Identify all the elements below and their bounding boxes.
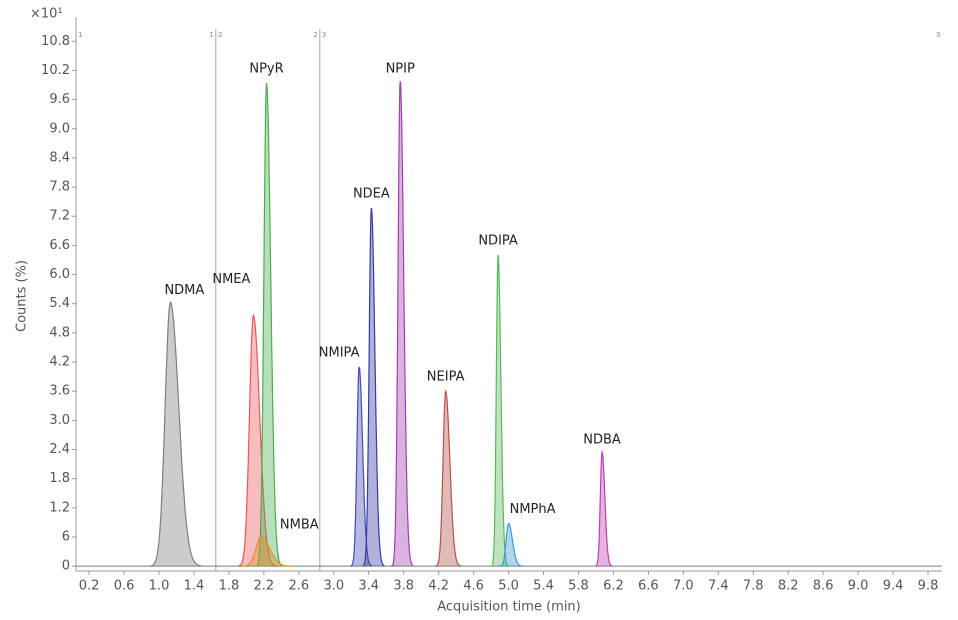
x-tick-label: 8.6 xyxy=(813,579,834,594)
x-tick-label: 1.0 xyxy=(149,579,170,594)
multiplier: ×10¹ xyxy=(30,7,63,22)
peak-label: NMIPA xyxy=(319,345,360,360)
x-tick-label: 8.2 xyxy=(778,579,799,594)
y-tick-label: 3.0 xyxy=(49,413,70,428)
x-tick-label: 2.2 xyxy=(254,579,275,594)
x-tick-label: 7.4 xyxy=(708,579,729,594)
y-tick-label: 1.2 xyxy=(49,500,70,515)
y-tick-label: 2.4 xyxy=(49,442,70,457)
peak-label: NMBA xyxy=(280,517,319,532)
peak xyxy=(237,313,278,567)
y-tick-label: 4.8 xyxy=(49,325,70,340)
peak xyxy=(490,254,509,567)
segment-label: 2 xyxy=(218,31,222,39)
peak xyxy=(391,81,414,567)
peak-label: NDIPA xyxy=(478,234,518,249)
x-tick-label: 5.4 xyxy=(533,579,554,594)
x-tick-label: 9.4 xyxy=(883,579,904,594)
x-tick-label: 0.6 xyxy=(114,579,135,594)
x-tick-label: 7.0 xyxy=(673,579,694,594)
peak-label: NMEA xyxy=(212,272,250,287)
y-tick-label: 7.2 xyxy=(49,209,70,224)
x-tick-label: 0.2 xyxy=(79,579,100,594)
x-tick-label: 4.6 xyxy=(463,579,484,594)
x-axis-label: Acquisition time (min) xyxy=(437,600,581,615)
y-tick-label: 6 xyxy=(62,529,70,544)
segment-label: 2 xyxy=(313,31,317,39)
x-tick-label: 9.0 xyxy=(848,579,869,594)
x-tick-label: 3.0 xyxy=(323,579,344,594)
peak-label: NMPhA xyxy=(510,502,556,517)
x-tick-label: 5.8 xyxy=(568,579,589,594)
peak-area xyxy=(240,537,293,567)
y-tick-label: 4.2 xyxy=(49,355,70,370)
y-tick-label: 9.0 xyxy=(49,121,70,136)
peak xyxy=(149,300,202,567)
peak-label: NDBA xyxy=(583,432,621,447)
segment-label: 1 xyxy=(209,31,213,39)
y-tick-label: 10.2 xyxy=(41,63,70,78)
y-tick-label: 6.0 xyxy=(49,267,70,282)
segment-label: 3 xyxy=(322,31,326,39)
peak xyxy=(362,207,385,567)
peak-label: NPIP xyxy=(386,62,415,77)
x-tick-label: 2.6 xyxy=(288,579,309,594)
y-tick-label: 10.8 xyxy=(41,34,70,49)
peak-label: NEIPA xyxy=(427,370,465,385)
x-tick-label: 3.8 xyxy=(393,579,414,594)
y-tick-label: 0 xyxy=(62,559,70,574)
x-tick-label: 5.0 xyxy=(498,579,519,594)
peak xyxy=(350,366,373,567)
peak-area xyxy=(237,315,277,567)
y-tick-label: 7.8 xyxy=(49,180,70,195)
segment-label: 1 xyxy=(78,31,82,39)
x-tick-label: 4.2 xyxy=(428,579,449,594)
x-tick-label: 6.6 xyxy=(638,579,659,594)
peak xyxy=(255,83,283,567)
peak-label: NDEA xyxy=(353,186,390,201)
peak-label: NDMA xyxy=(164,283,204,298)
y-tick-label: 1.8 xyxy=(49,471,70,486)
x-tick-label: 1.4 xyxy=(184,579,205,594)
x-tick-label: 9.8 xyxy=(918,579,939,594)
peak xyxy=(435,389,462,567)
y-axis-label: Counts (%) xyxy=(15,260,30,332)
segment-label: 3 xyxy=(936,31,940,39)
x-tick-label: 1.8 xyxy=(219,579,240,594)
y-tick-label: 9.6 xyxy=(49,92,70,107)
x-tick-label: 3.4 xyxy=(358,579,379,594)
peak xyxy=(595,449,613,567)
y-tick-label: 6.6 xyxy=(49,238,70,253)
peak-label: NPyR xyxy=(249,62,283,77)
y-tick-label: 3.6 xyxy=(49,384,70,399)
peak xyxy=(240,536,293,567)
y-tick-label: 5.4 xyxy=(49,296,70,311)
peak-area xyxy=(149,302,202,567)
x-tick-label: 7.8 xyxy=(743,579,764,594)
y-tick-label: 8.4 xyxy=(49,150,70,165)
peak xyxy=(498,522,524,567)
x-tick-label: 6.2 xyxy=(603,579,624,594)
